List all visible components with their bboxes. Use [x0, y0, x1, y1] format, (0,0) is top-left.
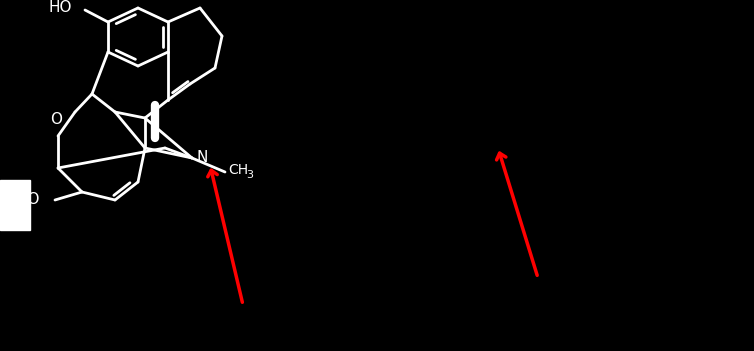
Text: O: O	[50, 113, 62, 127]
Bar	[0, 180, 30, 230]
Text: HO: HO	[48, 0, 72, 15]
Text: CH: CH	[228, 163, 248, 177]
Text: N: N	[196, 151, 207, 166]
Text: 3: 3	[246, 170, 253, 180]
Text: HO: HO	[17, 192, 40, 207]
